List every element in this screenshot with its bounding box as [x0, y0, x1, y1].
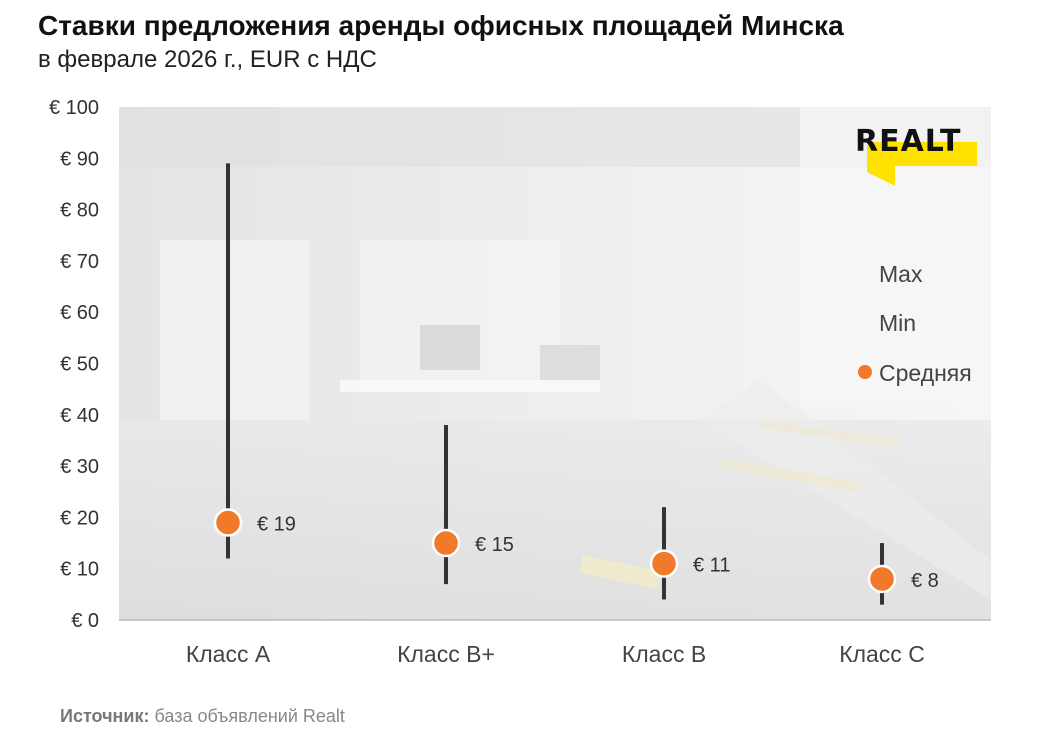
- data-label: € 15: [475, 534, 514, 556]
- legend-item-average: Средняя: [879, 360, 972, 386]
- data-label: € 19: [257, 514, 296, 536]
- average-dots: [213, 508, 897, 594]
- y-tick-label: € 10: [60, 559, 99, 581]
- y-tick-label: € 100: [49, 97, 99, 119]
- average-dot: [431, 528, 461, 558]
- logo-tag-icon: [867, 142, 977, 186]
- y-tick-label: € 90: [60, 148, 99, 170]
- chart-subtitle: в феврале 2026 г., EUR с НДС: [38, 46, 377, 73]
- y-tick-label: € 30: [60, 456, 99, 478]
- y-tick-label: € 20: [60, 507, 99, 529]
- realt-logo: REALT: [855, 124, 981, 186]
- data-labels: € 19 € 15 € 11 € 8: [257, 514, 939, 592]
- plot-background: [119, 107, 991, 620]
- legend: Max Min Средняя: [858, 261, 972, 386]
- source-note: Источник: база объявлений Realt: [60, 706, 345, 727]
- average-dot: [867, 564, 897, 594]
- y-tick-label: € 50: [60, 354, 99, 376]
- legend-dot-icon: [858, 365, 872, 379]
- legend-item-min: Min: [879, 310, 916, 336]
- brand-name: REALT: [855, 124, 962, 159]
- y-tick-label: € 70: [60, 251, 99, 273]
- average-dot: [649, 549, 679, 578]
- x-tick-label: Класс А: [186, 641, 271, 667]
- data-label: € 8: [911, 570, 939, 592]
- x-tick-label: Класс В: [622, 641, 706, 667]
- x-tick-label: Класс В+: [397, 641, 495, 667]
- y-axis: € 0 € 10 € 20 € 30 € 40 € 50 € 60 € 70 € 80 € 90 €…: [49, 97, 99, 632]
- y-tick-label: € 60: [60, 302, 99, 324]
- average-dot: [213, 508, 243, 537]
- y-tick-label: € 80: [60, 200, 99, 222]
- y-tick-label: € 0: [71, 610, 99, 632]
- chart-title: Ставки предложения аренды офисных площад…: [38, 10, 844, 41]
- x-tick-label: Класс С: [839, 641, 925, 667]
- source-label: Источник:: [60, 706, 150, 726]
- x-axis: Класс А Класс В+ Класс В Класс С: [186, 641, 925, 667]
- data-label: € 11: [693, 555, 730, 577]
- source-text: база объявлений Realt: [154, 706, 345, 726]
- legend-item-max: Max: [879, 261, 923, 287]
- y-tick-label: € 40: [60, 405, 99, 427]
